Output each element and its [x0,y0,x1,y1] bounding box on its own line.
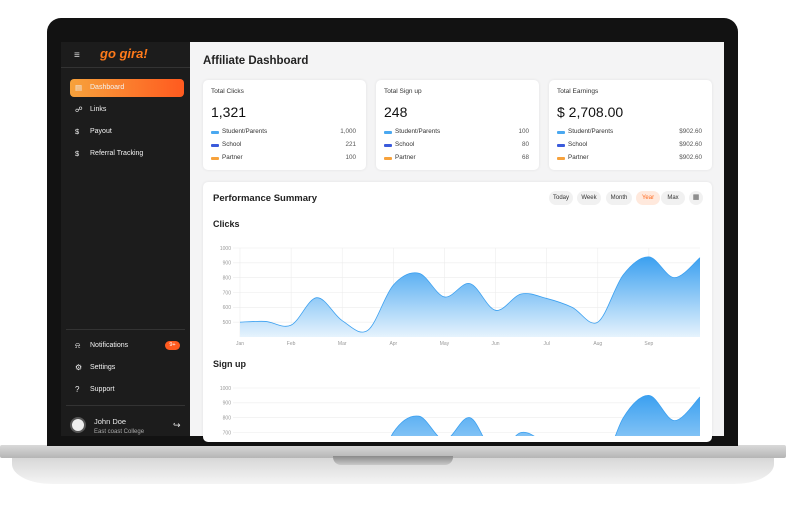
row-value: 1,000 [340,128,356,135]
divider [66,329,185,330]
legend-swatch [557,131,565,134]
row-value: $902.60 [679,154,702,161]
row-label: Student/Parents [568,128,614,135]
y-tick-label: 600 [223,305,232,311]
performance-title: Performance Summary [213,193,318,204]
notification-badge: 9+ [165,341,180,350]
menu-item[interactable]: Dashboard [90,84,125,91]
filter-button[interactable]: Week [577,191,601,205]
y-tick-label: 1000 [220,386,231,392]
card-total: $ 2,708.00 [557,104,624,120]
filter-button[interactable]: Month [606,191,632,205]
calendar-icon[interactable]: ▦ [689,191,703,205]
line [239,256,701,333]
y-tick-label: 800 [223,415,232,421]
menu-icon: $ [75,149,80,158]
row-label: School [395,141,415,148]
menu-item[interactable]: Support [90,386,115,393]
user-org: East coast College [94,429,145,435]
card-title: Total Sign up [384,88,422,95]
row-label: Student/Parents [222,128,268,135]
legend-swatch [211,144,219,147]
x-tick-label: Feb [287,341,296,347]
laptop-notch [333,456,453,465]
legend-swatch [384,144,392,147]
filter-button[interactable]: Today [549,191,573,205]
row-label: School [568,141,588,148]
x-tick-label: Aug [593,341,602,347]
y-tick-label: 500 [223,320,232,326]
legend-swatch [557,157,565,160]
x-tick-label: Jun [492,341,500,347]
row-value: 221 [345,141,356,148]
y-tick-label: 800 [223,275,232,281]
menu-item[interactable]: Settings [90,364,116,371]
y-tick-label: 1000 [220,246,231,252]
divider [66,405,185,406]
stat-card [549,80,712,170]
row-label: School [222,141,242,148]
menu-icon: ⚙ [75,363,83,372]
divider [61,67,190,68]
menu-icon: ☍ [75,105,83,114]
row-label: Partner [395,154,416,161]
filter-button[interactable]: Max [661,191,685,205]
menu-icon: ? [75,385,80,394]
menu-icon[interactable]: ≡ [74,50,80,61]
page-title: Affiliate Dashboard [203,55,309,67]
filter-button[interactable]: Year [636,191,660,205]
x-tick-label: Jul [543,341,549,347]
menu-item[interactable]: Links [90,106,107,113]
legend-swatch [384,157,392,160]
menu-icon: $ [75,127,80,136]
legend-swatch [557,144,565,147]
x-tick-label: Apr [389,341,397,347]
row-value: $902.60 [679,128,702,135]
logout-icon[interactable]: ↪ [173,420,181,430]
avatar[interactable] [70,417,86,433]
row-value: 100 [518,128,529,135]
area [240,256,700,337]
x-tick-label: Mar [338,341,347,347]
row-label: Partner [222,154,243,161]
stat-card [376,80,539,170]
laptop-base [0,445,786,458]
logo: go gira! [100,46,148,61]
y-tick-label: 900 [223,401,232,407]
x-tick-label: Jan [236,341,244,347]
card-title: Total Clicks [211,88,244,95]
legend-swatch [384,131,392,134]
menu-item[interactable]: Payout [90,128,112,135]
card-total: 248 [384,104,408,120]
y-tick-label: 900 [223,261,232,267]
chart-title: Sign up [213,359,246,369]
row-value: $902.60 [679,141,702,148]
menu-icon: ⍾ [75,341,81,350]
area [391,395,700,436]
line [390,395,701,436]
card-total: 1,321 [211,104,247,120]
row-value: 68 [521,154,529,161]
y-tick-label: 700 [223,290,232,296]
row-label: Partner [568,154,589,161]
x-tick-label: Sep [644,341,653,347]
card-title: Total Earnings [557,88,599,95]
chart-title: Clicks [213,219,240,229]
menu-highlight[interactable] [70,79,184,97]
menu-item[interactable]: Referral Tracking [90,150,144,157]
stat-card [203,80,366,170]
row-value: 80 [521,141,529,148]
row-value: 100 [345,154,356,161]
menu-item[interactable]: Notifications [90,342,129,349]
sidebar [61,42,190,436]
menu-icon: ▤ [75,83,83,92]
y-tick-label: 700 [223,430,232,436]
legend-swatch [211,157,219,160]
legend-swatch [211,131,219,134]
x-tick-label: May [440,341,450,347]
user-name: John Doe [94,417,127,426]
row-label: Student/Parents [395,128,441,135]
